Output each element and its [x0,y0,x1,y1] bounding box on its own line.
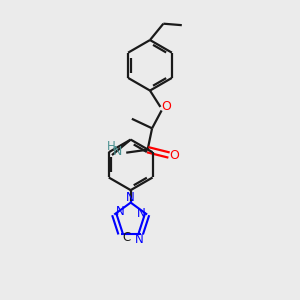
Text: O: O [161,100,171,113]
Text: N: N [126,191,135,204]
Text: C: C [122,231,130,244]
Text: O: O [169,148,179,162]
Text: N: N [113,145,123,158]
Text: H: H [106,140,115,153]
Text: N: N [137,206,146,220]
Text: N: N [135,232,144,246]
Text: N: N [116,205,124,218]
